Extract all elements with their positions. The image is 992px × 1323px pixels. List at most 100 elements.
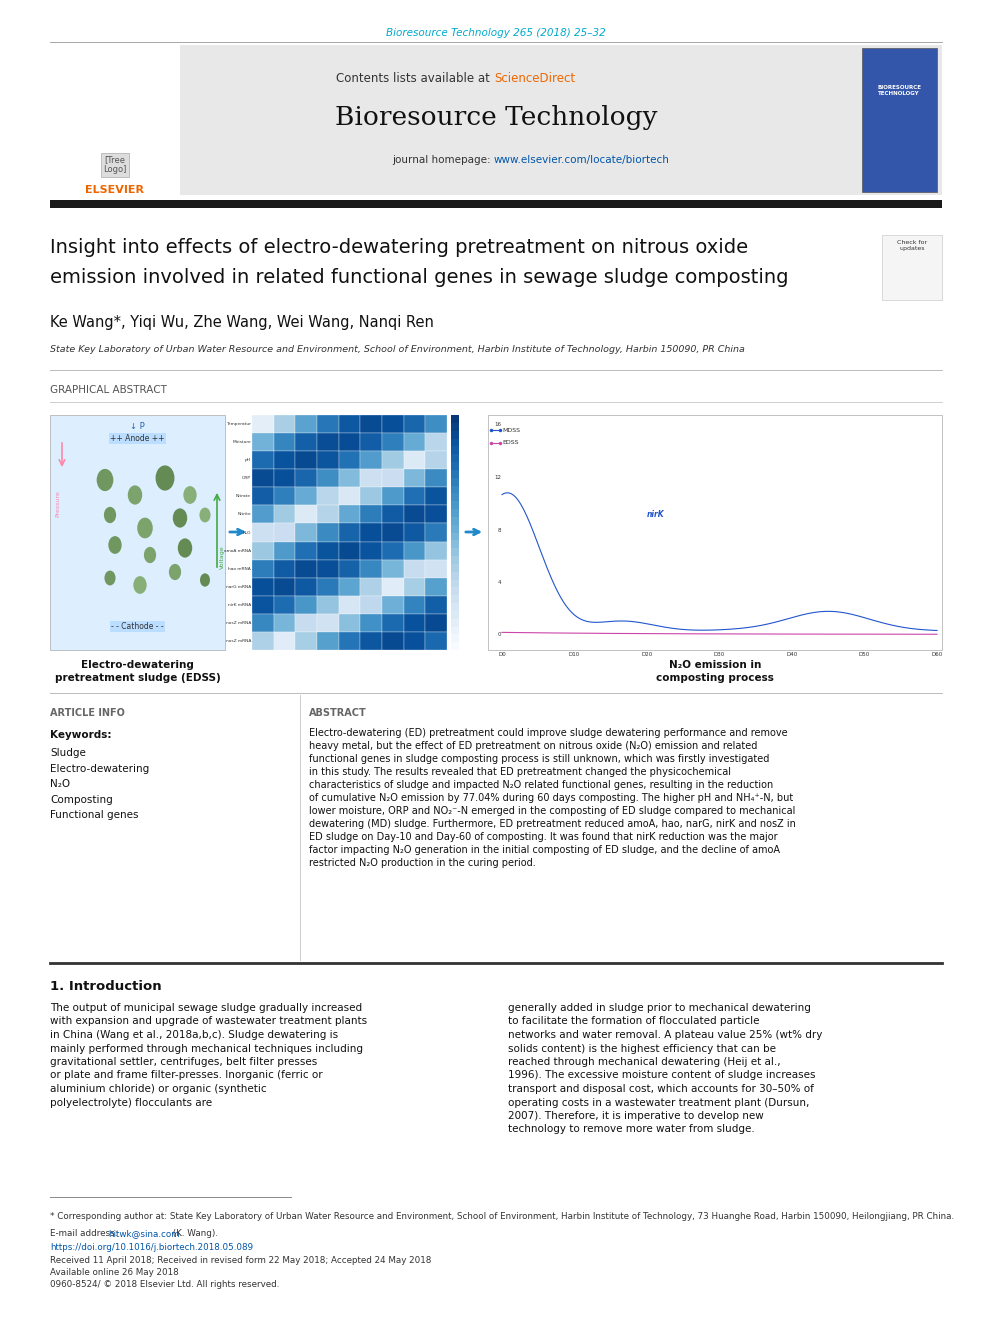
Text: MDSS: MDSS <box>502 427 520 433</box>
Text: pH: pH <box>245 458 251 462</box>
Bar <box>317 614 338 632</box>
Bar <box>252 614 274 632</box>
Text: of cumulative N₂O emission by 77.04% during 60 days composting. The higher pH an: of cumulative N₂O emission by 77.04% dur… <box>309 792 793 803</box>
Bar <box>274 541 296 560</box>
Text: composting process: composting process <box>656 673 774 683</box>
Bar <box>296 614 317 632</box>
Bar <box>451 572 459 579</box>
Text: narG mRNA: narG mRNA <box>226 585 251 589</box>
Bar <box>317 433 338 451</box>
Bar <box>404 578 426 595</box>
Bar <box>50 45 942 194</box>
Text: pretreatment sludge (EDSS): pretreatment sludge (EDSS) <box>55 673 220 683</box>
Bar <box>426 451 447 470</box>
Bar <box>274 595 296 614</box>
Bar <box>338 578 360 595</box>
Bar <box>382 505 404 524</box>
Bar <box>404 524 426 541</box>
Bar <box>338 541 360 560</box>
Bar <box>451 603 459 611</box>
Text: solids content) is the highest efficiency that can be: solids content) is the highest efficienc… <box>508 1044 776 1053</box>
Text: ORP: ORP <box>242 476 251 480</box>
Bar <box>451 564 459 572</box>
Text: aluminium chloride) or organic (synthetic: aluminium chloride) or organic (syntheti… <box>50 1084 267 1094</box>
Text: ARTICLE INFO: ARTICLE INFO <box>50 708 125 718</box>
Text: 0: 0 <box>498 632 501 638</box>
Text: D50: D50 <box>859 652 870 658</box>
Text: Electro-dewatering (ED) pretreatment could improve sludge dewatering performance: Electro-dewatering (ED) pretreatment cou… <box>309 728 788 738</box>
Bar <box>360 524 382 541</box>
Text: 0960-8524/ © 2018 Elsevier Ltd. All rights reserved.: 0960-8524/ © 2018 Elsevier Ltd. All righ… <box>50 1279 280 1289</box>
Text: 1996). The excessive moisture content of sludge increases: 1996). The excessive moisture content of… <box>508 1070 815 1081</box>
Bar <box>338 614 360 632</box>
Bar <box>252 560 274 578</box>
Bar <box>296 578 317 595</box>
Text: mainly performed through mechanical techniques including: mainly performed through mechanical tech… <box>50 1044 363 1053</box>
Bar <box>426 614 447 632</box>
Text: to facilitate the formation of flocculated particle: to facilitate the formation of flocculat… <box>508 1016 760 1027</box>
Bar <box>451 525 459 532</box>
Text: E-mail address:: E-mail address: <box>50 1229 120 1238</box>
Bar <box>50 415 225 650</box>
Text: The output of municipal sewage sludge gradually increased: The output of municipal sewage sludge gr… <box>50 1003 362 1013</box>
Text: Ke Wang*, Yiqi Wu, Zhe Wang, Wei Wang, Nanqi Ren: Ke Wang*, Yiqi Wu, Zhe Wang, Wei Wang, N… <box>50 315 434 329</box>
Text: generally added in sludge prior to mechanical dewatering: generally added in sludge prior to mecha… <box>508 1003 810 1013</box>
Text: 2007). Therefore, it is imperative to develop new: 2007). Therefore, it is imperative to de… <box>508 1111 764 1121</box>
Bar <box>426 578 447 595</box>
Text: restricted N₂O production in the curing period.: restricted N₂O production in the curing … <box>309 859 536 868</box>
Bar <box>252 578 274 595</box>
Bar <box>317 632 338 650</box>
Text: operating costs in a wastewater treatment plant (Dursun,: operating costs in a wastewater treatmen… <box>508 1098 809 1107</box>
Bar <box>451 619 459 627</box>
Bar <box>274 578 296 595</box>
Bar <box>360 451 382 470</box>
Bar <box>451 556 459 564</box>
Text: D30: D30 <box>714 652 725 658</box>
Text: Sludge: Sludge <box>50 747 86 758</box>
Bar <box>252 524 274 541</box>
Bar <box>426 415 447 433</box>
Text: emission involved in related functional genes in sewage sludge composting: emission involved in related functional … <box>50 269 789 287</box>
Bar <box>426 632 447 650</box>
Text: characteristics of sludge and impacted N₂O related functional genes, resulting i: characteristics of sludge and impacted N… <box>309 781 773 790</box>
Bar <box>274 470 296 487</box>
Bar <box>296 415 317 433</box>
Bar <box>317 578 338 595</box>
Bar <box>252 451 274 470</box>
Text: in China (Wang et al., 2018a,b,c). Sludge dewatering is: in China (Wang et al., 2018a,b,c). Sludg… <box>50 1031 338 1040</box>
Bar <box>317 487 338 505</box>
Bar <box>451 579 459 587</box>
Text: D20: D20 <box>642 652 653 658</box>
Bar <box>338 632 360 650</box>
Bar <box>338 560 360 578</box>
Text: ABSTRACT: ABSTRACT <box>309 708 367 718</box>
Bar <box>451 415 459 423</box>
Text: ↓ P: ↓ P <box>130 422 145 431</box>
Text: Nitrate: Nitrate <box>236 495 251 499</box>
Bar <box>252 433 274 451</box>
Bar <box>451 517 459 525</box>
Text: 16: 16 <box>494 422 501 427</box>
Text: with expansion and upgrade of wastewater treatment plants: with expansion and upgrade of wastewater… <box>50 1016 367 1027</box>
Bar <box>252 541 274 560</box>
Text: ELSEVIER: ELSEVIER <box>85 185 145 194</box>
Bar <box>360 415 382 433</box>
Bar <box>360 595 382 614</box>
Bar <box>451 627 459 634</box>
Bar <box>338 433 360 451</box>
Bar <box>404 470 426 487</box>
Text: D0: D0 <box>498 652 506 658</box>
Bar <box>382 433 404 451</box>
Text: networks and water removal. A plateau value 25% (wt% dry: networks and water removal. A plateau va… <box>508 1031 822 1040</box>
Bar <box>862 48 937 192</box>
Circle shape <box>104 507 116 523</box>
Text: gravitational settler, centrifuges, belt filter presses: gravitational settler, centrifuges, belt… <box>50 1057 317 1068</box>
Text: nosZ mRNA: nosZ mRNA <box>225 639 251 643</box>
Text: Composting: Composting <box>50 795 113 804</box>
Bar <box>404 487 426 505</box>
Text: Available online 26 May 2018: Available online 26 May 2018 <box>50 1267 179 1277</box>
Text: in this study. The results revealed that ED pretreatment changed the physicochem: in this study. The results revealed that… <box>309 767 731 777</box>
Text: N₂O: N₂O <box>243 531 251 534</box>
Circle shape <box>144 546 156 564</box>
Bar <box>360 433 382 451</box>
